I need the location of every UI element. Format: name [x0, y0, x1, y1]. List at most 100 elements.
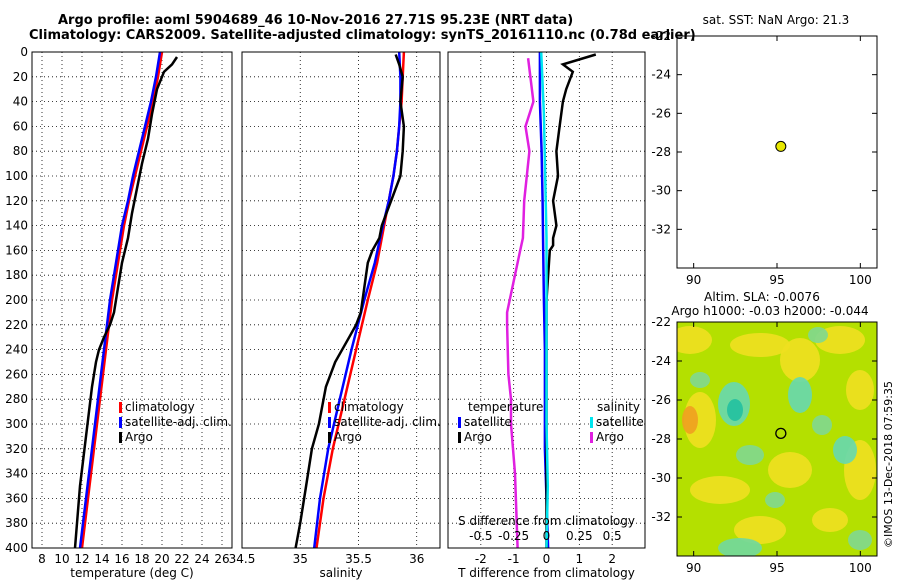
x-tick-label: 34.5 [229, 552, 256, 566]
x-tick-label: 95 [769, 561, 784, 575]
y-tick-label: 60 [13, 119, 28, 133]
salinity-panel: 34.5 35 35.5 36 salinity climatologysatellite… [229, 51, 441, 580]
y-tick-label: 120 [5, 194, 28, 208]
heatmap-blob [812, 508, 848, 532]
series-salinity-satellite [539, 51, 550, 549]
legend-swatch [119, 417, 122, 428]
map-subtitle: Argo h1000: -0.03 h2000: -0.044 [671, 304, 868, 318]
profile-location-marker [775, 427, 787, 439]
legend-swatch [328, 417, 331, 428]
x2-tick-label: -0.25 [498, 529, 529, 543]
heatmap-blob [833, 436, 857, 464]
y-tick-label: 280 [5, 392, 28, 406]
y-tick-label: -28 [651, 145, 671, 159]
y-tick-label: -22 [651, 315, 671, 329]
y-tick-label: -32 [651, 510, 671, 524]
x-tick-label: 18 [134, 552, 149, 566]
y-tick-label: -26 [651, 393, 671, 407]
series-climatology [80, 51, 164, 549]
map-title: sat. SST: NaN Argo: 21.3 [703, 13, 850, 27]
legend-swatch [119, 402, 122, 413]
x-tick-label: 36 [409, 552, 424, 566]
x-tick-label: 10 [54, 552, 69, 566]
legend-label: climatology [125, 400, 195, 414]
profile-location-marker [775, 140, 787, 152]
heatmap-blob [734, 516, 786, 544]
x2-tick-label: -0.5 [469, 529, 492, 543]
temperature-panel: 0 20 40 60 80 100 120 140 160 180 200 220 240 260 280 3… [5, 45, 233, 580]
heatmap-blob [690, 476, 750, 504]
heatmap-blob [780, 338, 820, 382]
y-tick-label: 240 [5, 343, 28, 357]
map-frame [676, 321, 878, 557]
x-tick-label: 90 [686, 561, 701, 575]
plot-frame [447, 51, 646, 549]
y-tick-label: -30 [651, 184, 671, 198]
heatmap-blob [730, 333, 790, 357]
x-tick-label: 26 [214, 552, 229, 566]
heatmap-blob [718, 538, 762, 556]
x-tick-label: 22 [174, 552, 189, 566]
legend-swatch [458, 432, 461, 443]
legend-label: satellite [596, 415, 644, 429]
header-line-2: Climatology: CARS2009. Satellite-adjuste… [29, 28, 696, 43]
x-tick-label: -1 [508, 552, 520, 566]
y-tick-label: 360 [5, 491, 28, 505]
y-tick-label: 260 [5, 367, 28, 381]
legend-label: Argo [334, 430, 362, 444]
heatmap-blob [727, 399, 743, 421]
map-title: Altim. SLA: -0.0076 [704, 290, 820, 304]
x-tick-label: 100 [849, 273, 872, 287]
legend-label: Argo [596, 430, 624, 444]
legend-label: satellite-adj. clim. [125, 415, 232, 429]
legend-label: satellite-adj. clim. [334, 415, 441, 429]
x-tick-label: 14 [94, 552, 109, 566]
y-tick-label: -32 [651, 222, 671, 236]
heatmap-blob [788, 377, 812, 413]
heatmap-blob [808, 327, 828, 343]
x2-tick-label: 0.5 [603, 529, 622, 543]
x-tick-label: 16 [114, 552, 129, 566]
legend-swatch [458, 417, 461, 428]
x2-axis-label: S difference from climatology [458, 514, 635, 528]
x-tick-label: 2 [608, 552, 616, 566]
heatmap-blob [846, 370, 874, 410]
y-tick-label: 20 [13, 70, 28, 84]
y-tick-label: 200 [5, 293, 28, 307]
legend-label: Argo [125, 430, 153, 444]
difference-panel: -2 -1 0 1 2T difference from climatology S di… [447, 51, 646, 580]
x-tick-label: 24 [194, 552, 209, 566]
series-salinity-argo [505, 58, 535, 549]
x-tick-label: 12 [74, 552, 89, 566]
legend-label: satellite [464, 415, 512, 429]
y-tick-label: 300 [5, 417, 28, 431]
y-tick-label: -24 [651, 354, 671, 368]
legend-label: climatology [334, 400, 404, 414]
x-tick-label: -2 [475, 552, 487, 566]
x-tick-label: 0 [543, 552, 551, 566]
x-tick-label: 8 [38, 552, 46, 566]
series-argo [294, 54, 406, 549]
y-tick-label: 100 [5, 169, 28, 183]
legend-swatch [590, 417, 593, 428]
y-tick-label: 320 [5, 442, 28, 456]
heatmap-blob [848, 530, 872, 550]
heatmap-blob [765, 492, 785, 508]
y-tick-label: -22 [651, 29, 671, 43]
x-tick-label: 95 [769, 273, 784, 287]
y-tick-label: 340 [5, 467, 28, 481]
legend-swatch [328, 402, 331, 413]
y-tick-label: -28 [651, 432, 671, 446]
heatmap-blob [684, 392, 716, 448]
x-axis-label: T difference from climatology [457, 566, 635, 580]
x-axis-label: salinity [319, 566, 362, 580]
legend-label: Argo [464, 430, 492, 444]
legend-title-salinity: salinity [597, 400, 640, 414]
y-tick-label: 220 [5, 318, 28, 332]
header-line-1: Argo profile: aoml 5904689_46 10-Nov-201… [58, 13, 574, 28]
map-frame [676, 35, 878, 269]
x-tick-label: 35.5 [345, 552, 372, 566]
y-tick-label: 180 [5, 268, 28, 282]
plot-frame [31, 51, 233, 549]
